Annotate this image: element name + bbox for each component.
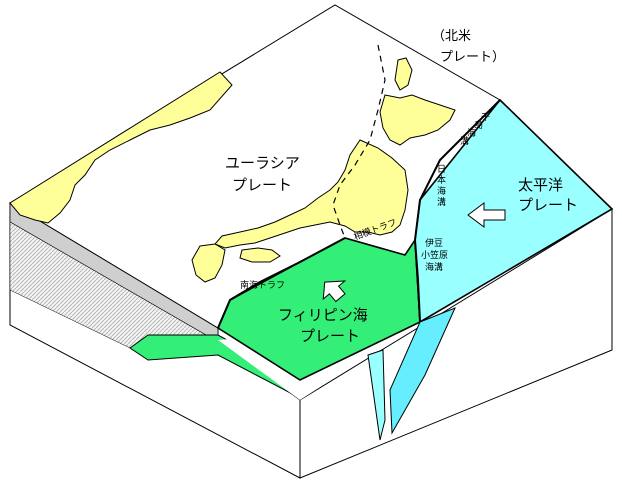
arrow-icon xyxy=(467,202,506,228)
pacific-motion-arrow xyxy=(467,202,506,228)
izu-ogasawara-line: 海溝 xyxy=(425,261,443,273)
izu-ogasawara-line: 小笠原 xyxy=(421,249,448,261)
kuril-trench-char: 海 xyxy=(467,127,476,139)
japan-trench-char: 海 xyxy=(437,185,446,197)
kuril-trench-label: 千 島 海 溝 xyxy=(460,112,490,147)
pacific-label-2: プレート xyxy=(518,196,578,214)
philippine-label-2: プレート xyxy=(300,327,360,345)
japan-trench-char: 本 xyxy=(437,174,446,186)
izu-ogasawara-trench-line xyxy=(414,239,421,323)
nankai-trough-label: 南海トラフ xyxy=(240,279,285,291)
japan-trench-char: 日 xyxy=(437,164,446,175)
japan-trench-char: 溝 xyxy=(437,196,446,208)
shikoku-island xyxy=(239,247,281,263)
plate-boundary-dashed xyxy=(332,44,386,239)
asia-landmass xyxy=(9,71,233,224)
eurasian-label-1: ユーラシア xyxy=(225,154,300,172)
honshu-island xyxy=(214,139,409,249)
philippine-plate xyxy=(216,237,421,381)
philippine-label-1: フィリピン海 xyxy=(278,306,368,324)
philippine-slab-thin xyxy=(367,349,386,441)
north-american-label-1: （北米 xyxy=(432,29,471,44)
sakhalin-island xyxy=(394,57,413,91)
nankai-trough-line xyxy=(217,237,346,329)
arrow-icon xyxy=(322,280,347,303)
japan-trench-label: 日 本 海 溝 xyxy=(437,164,446,208)
kuril-trench-char: 千 xyxy=(481,112,490,123)
kuril-trench-char: 島 xyxy=(474,119,483,131)
hokkaido-island xyxy=(379,94,456,146)
japan-trench-line xyxy=(414,99,501,241)
izu-ogasawara-line: 伊豆 xyxy=(425,237,443,249)
izu-ogasawara-trench-label: 伊豆 小笠原 海溝 xyxy=(421,237,448,273)
north-american-label-2: プレート） xyxy=(440,50,505,65)
kyushu-island xyxy=(191,243,226,283)
kuril-trench-char: 溝 xyxy=(460,135,469,147)
philippine-motion-arrow xyxy=(322,280,347,303)
pacific-label-1: 太平洋 xyxy=(518,176,563,194)
pacific-slab xyxy=(389,307,456,435)
eurasian-label-2: プレート xyxy=(232,176,292,194)
